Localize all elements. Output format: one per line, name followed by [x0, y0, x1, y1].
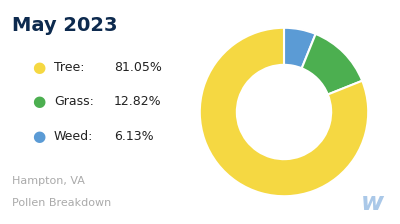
Text: 12.82%: 12.82%	[114, 95, 162, 108]
Text: Grass:: Grass:	[54, 95, 94, 108]
Text: 6.13%: 6.13%	[114, 130, 154, 143]
Wedge shape	[302, 34, 362, 95]
Text: ●: ●	[32, 129, 45, 144]
Text: May 2023: May 2023	[12, 16, 118, 35]
Text: ●: ●	[32, 95, 45, 109]
Wedge shape	[284, 28, 316, 68]
Text: Hampton, VA: Hampton, VA	[12, 176, 85, 186]
Text: Pollen Breakdown: Pollen Breakdown	[12, 198, 111, 208]
Text: w: w	[361, 191, 384, 215]
Text: Weed:: Weed:	[54, 130, 93, 143]
Text: 81.05%: 81.05%	[114, 61, 162, 74]
Wedge shape	[200, 28, 368, 196]
Text: Tree:: Tree:	[54, 61, 84, 74]
Text: ●: ●	[32, 60, 45, 75]
